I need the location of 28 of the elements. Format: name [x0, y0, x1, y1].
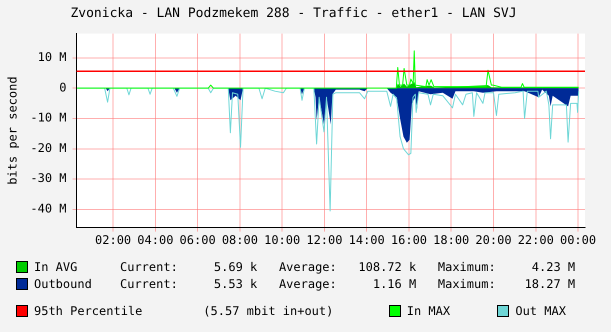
x-tick-label: 02:00 — [95, 232, 132, 247]
y-tick-label: -20 M — [30, 140, 67, 155]
x-tick-label: 22:00 — [518, 232, 554, 247]
text: (5.57 mbit in+out) — [203, 304, 334, 318]
y-tick-label: -10 M — [30, 110, 67, 125]
x-tick-label: 16:00 — [390, 232, 428, 247]
y-tick-label: 10 M — [38, 50, 67, 64]
y-tick-label: -40 M — [30, 202, 67, 216]
x-tick-label: 00:00 — [560, 232, 596, 247]
legend-label: In MAX — [406, 304, 450, 318]
x-tick-label: 06:00 — [180, 232, 216, 247]
text: Current: 5.53 k Average: 1.16 M Maximum: 18.27 M — [120, 276, 576, 290]
text: Current: 5.69 k Average: 108.72 k Maximum: 4.23 M — [120, 260, 576, 274]
legend-label: 95th Percentile — [34, 304, 142, 318]
x-tick-label: 10:00 — [264, 232, 300, 247]
x-tick-label: 18:00 — [433, 232, 470, 247]
legend-label: Out MAX — [515, 304, 566, 318]
legend-label: In AVG — [34, 260, 78, 274]
chart-title: Zvonicka - LAN Podzmekem 288 - Traffic - ether1 - LAN SVJ — [70, 6, 517, 22]
legend-label: Outbound — [34, 276, 92, 290]
y-axis-title: bits per second — [5, 76, 20, 185]
y-tick-label: 0 — [59, 80, 67, 94]
x-tick-label: 14:00 — [348, 232, 385, 247]
x-tick-label: 20:00 — [475, 232, 512, 247]
x-tick-label: 12:00 — [306, 232, 342, 247]
y-tick-label: -30 M — [30, 171, 67, 186]
x-tick-label: 08:00 — [222, 232, 258, 247]
x-tick-label: 04:00 — [137, 232, 174, 247]
